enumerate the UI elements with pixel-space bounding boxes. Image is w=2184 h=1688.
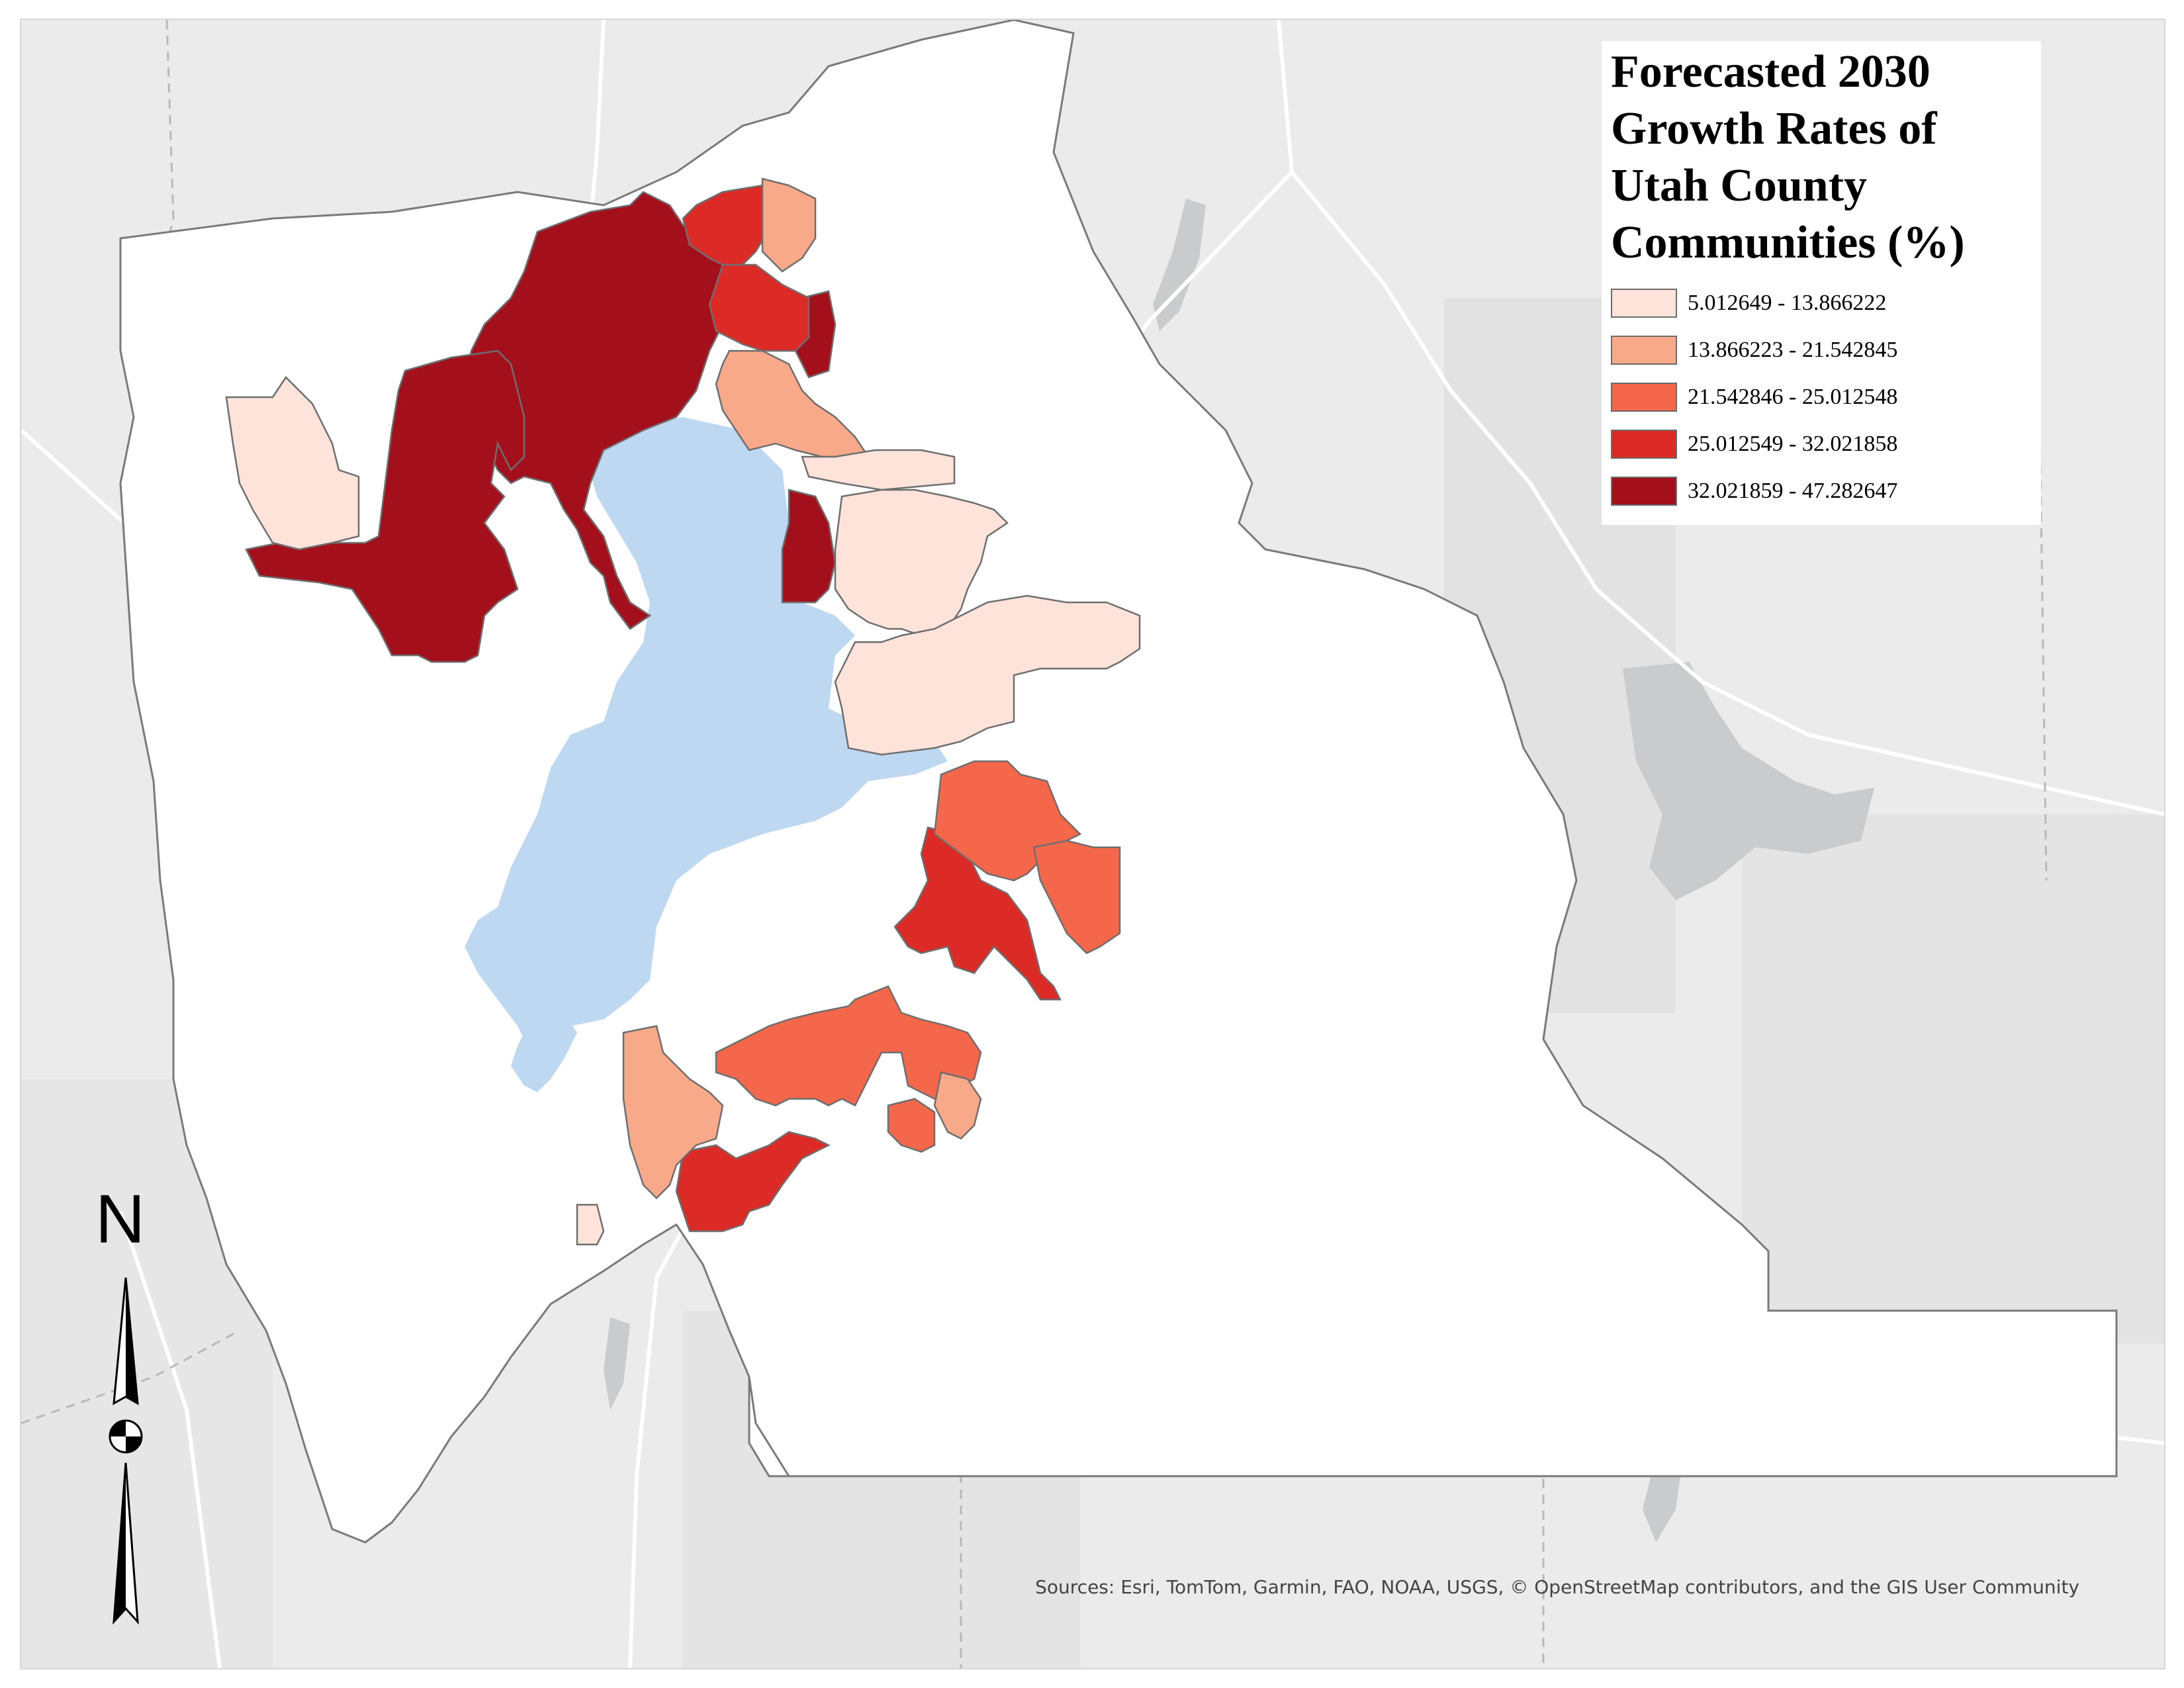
sources-credit: Sources: Esri, TomTom, Garmin, FAO, NOAA…: [1035, 1576, 2079, 1598]
community-polygon[interactable]: [245, 350, 525, 663]
community-polygon[interactable]: [622, 1025, 724, 1199]
lake-tail: [511, 1006, 577, 1092]
legend-swatch: [1611, 429, 1677, 459]
legend-swatch: [1611, 288, 1677, 318]
legend-label: 25.012549 - 32.021858: [1688, 431, 1898, 456]
legend-swatch: [1611, 335, 1677, 365]
county-edge: [748, 1376, 790, 1477]
legend-item: 13.866223 - 21.542845: [1611, 326, 2034, 373]
community-polygon[interactable]: [834, 489, 1009, 637]
legend-items: 5.012649 - 13.866222 13.866223 - 21.5428…: [1611, 279, 2034, 514]
community-polygon[interactable]: [682, 184, 784, 273]
legend-label: 32.021859 - 47.282647: [1688, 478, 1898, 503]
legend-item: 21.542846 - 25.012548: [1611, 373, 2034, 420]
community-polygon[interactable]: [675, 1131, 831, 1233]
lake-shape: [604, 1317, 630, 1410]
utah-lake: [465, 417, 948, 1066]
legend: Forecasted 2030 Growth Rates of Utah Cou…: [1602, 41, 2041, 525]
map-title: Forecasted 2030 Growth Rates of Utah Cou…: [1611, 46, 1965, 268]
legend-item: 32.021859 - 47.282647: [1611, 467, 2034, 514]
community-polygon[interactable]: [933, 1071, 982, 1140]
community-polygon[interactable]: [834, 594, 1141, 756]
lake-shape: [1623, 662, 1874, 900]
legend-item: 5.012649 - 13.866222: [1611, 279, 2034, 326]
legend-item: 25.012549 - 32.021858: [1611, 420, 2034, 467]
community-polygon[interactable]: [1032, 839, 1121, 955]
community-polygon[interactable]: [801, 449, 956, 491]
north-label: N: [95, 1181, 146, 1258]
legend-label: 13.866223 - 21.542845: [1688, 337, 1898, 362]
map-frame[interactable]: Forecasted 2030 Growth Rates of Utah Cou…: [20, 19, 2165, 1669]
community-polygon[interactable]: [708, 263, 810, 352]
community-polygon[interactable]: [893, 826, 1062, 1001]
legend-label: 5.012649 - 13.866222: [1688, 290, 1887, 315]
community-polygon[interactable]: [761, 177, 817, 273]
legend-label: 21.542846 - 25.012548: [1688, 384, 1898, 409]
community-polygon[interactable]: [225, 376, 360, 551]
legend-swatch: [1611, 382, 1677, 412]
community-polygon[interactable]: [887, 1098, 936, 1153]
legend-swatch: [1611, 476, 1677, 506]
lake-shape: [1643, 1456, 1682, 1542]
north-arrow-icon: [109, 1278, 143, 1625]
community-polygon[interactable]: [781, 489, 837, 604]
lake-shape: [1153, 199, 1206, 331]
community-polygon[interactable]: [576, 1203, 605, 1246]
community-polygons: [225, 177, 1141, 1246]
